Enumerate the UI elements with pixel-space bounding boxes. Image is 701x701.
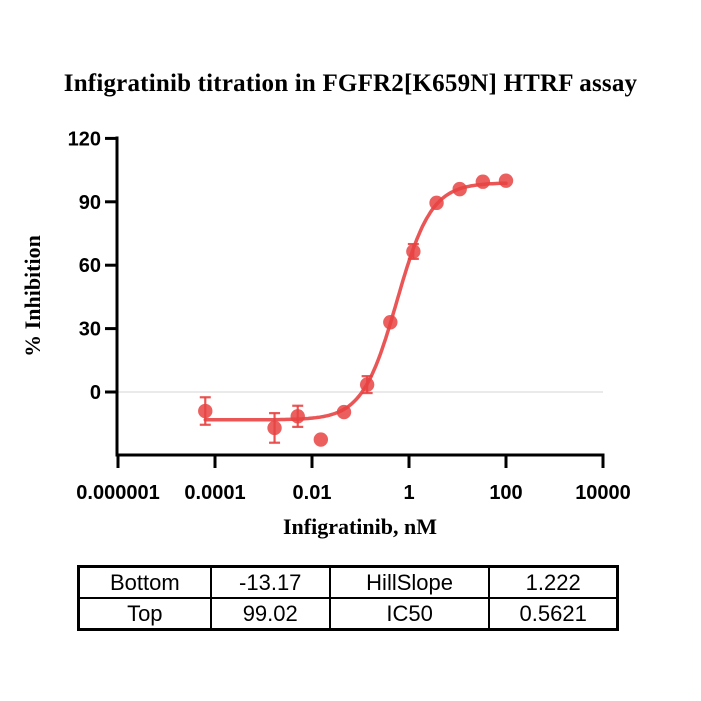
param-name-cell: HillSlope: [328, 565, 491, 599]
y-tick-label: 60: [79, 255, 101, 277]
table-row: Bottom -13.17 HillSlope 1.222: [77, 565, 619, 599]
y-tick-label: 90: [79, 192, 101, 214]
x-tick-label: 0.000001: [76, 482, 159, 504]
data-point: [359, 377, 375, 392]
data-point: [198, 403, 213, 419]
x-tick-label: 0.0001: [184, 482, 245, 504]
data-point: [290, 409, 305, 424]
x-tick-label: 100: [489, 482, 522, 504]
y-tick-label: 0: [90, 382, 101, 404]
fit-curve: [203, 181, 508, 422]
data-point: [267, 420, 282, 436]
y-tick-label: 30: [79, 319, 101, 341]
data-point: [406, 244, 421, 259]
table-row: Top 99.02 IC50 0.5621: [77, 597, 619, 631]
data-point: [498, 173, 514, 188]
y-tick-label: 120: [68, 128, 101, 150]
x-axis-title: Infigratinib, nM: [283, 514, 437, 539]
x-tick-label: 10000: [575, 482, 631, 504]
chart-title: Infigratinib titration in FGFR2[K659N] H…: [63, 70, 638, 97]
param-name-cell: IC50: [328, 597, 491, 631]
param-value-cell: -13.17: [209, 565, 331, 599]
data-point: [452, 181, 467, 197]
data-point: [383, 315, 398, 330]
param-value-cell: 0.5621: [488, 597, 619, 631]
param-name-cell: Top: [77, 597, 212, 631]
dose-response-plot: 0 30 60 90 120 0.000001 0.0001 0.01 1 100 10000 Inf…: [20, 128, 631, 539]
data-point: [313, 432, 329, 447]
param-name-cell: Bottom: [77, 565, 212, 599]
param-value-cell: 99.02: [209, 597, 331, 631]
data-point: [336, 404, 352, 420]
data-point: [429, 195, 444, 211]
data-point: [475, 174, 491, 189]
param-value-cell: 1.222: [488, 565, 619, 599]
y-axis-title: % Inhibition: [20, 235, 45, 357]
x-tick-label: 0.01: [293, 482, 332, 504]
x-tick-label: 1: [403, 482, 414, 504]
fit-results-table: Bottom -13.17 HillSlope 1.222 Top 99.02 …: [77, 565, 619, 631]
